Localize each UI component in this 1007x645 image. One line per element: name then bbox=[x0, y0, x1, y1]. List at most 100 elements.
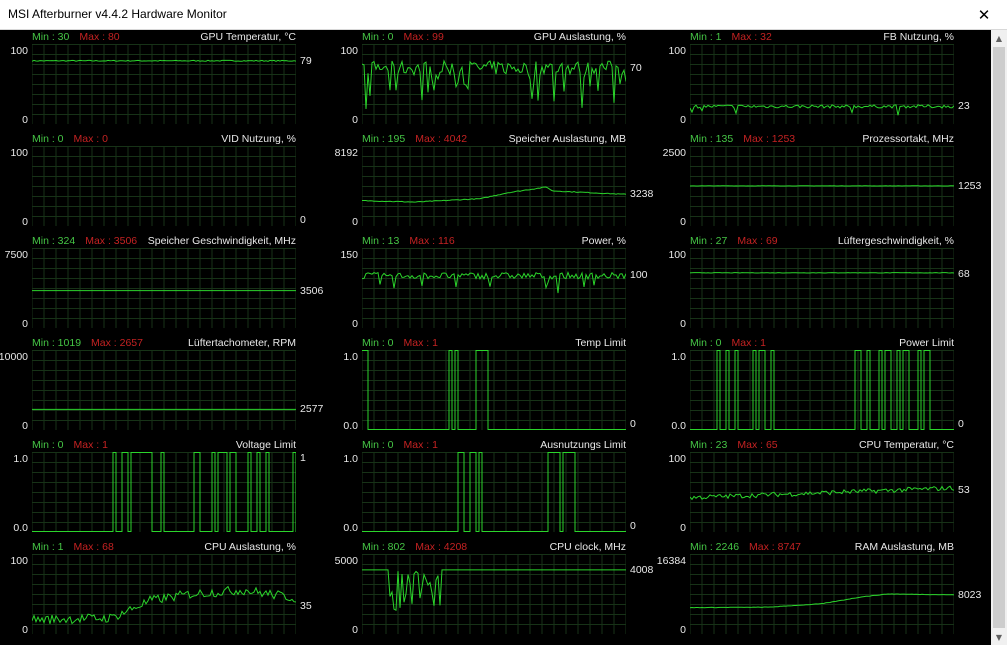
graph-plot bbox=[690, 44, 954, 124]
graph-line bbox=[32, 452, 296, 532]
current-value-label: 79 bbox=[300, 54, 312, 67]
monitor-panel[interactable]: Min : 1 Max : 68 CPU Auslastung, % 100 0 35 bbox=[0, 540, 330, 642]
min-value: Min : 0 bbox=[362, 439, 394, 451]
y-axis-min-label: 0 bbox=[22, 216, 28, 228]
monitor-panel[interactable]: Min : 0 Max : 99 GPU Auslastung, % 100 0 70 bbox=[330, 30, 660, 132]
monitor-panel[interactable]: Min : 1 Max : 32 FB Nutzung, % 100 0 23 bbox=[658, 30, 988, 132]
scroll-up-arrow-icon[interactable]: ▲ bbox=[995, 33, 1003, 43]
graph-line bbox=[362, 186, 626, 203]
vertical-scrollbar[interactable]: ▲ ▼ bbox=[991, 30, 1007, 645]
monitor-panel[interactable]: Min : 135 Max : 1253 Prozessortakt, MHz 250… bbox=[658, 132, 988, 234]
graph-plot bbox=[690, 146, 954, 226]
max-value: Max : 1 bbox=[403, 337, 438, 349]
graph-plot bbox=[690, 248, 954, 328]
graph-plot bbox=[362, 554, 626, 634]
y-axis-max-label: 2500 bbox=[662, 147, 686, 159]
monitor-panel[interactable]: Min : 13 Max : 116 Power, % 150 0 100 bbox=[330, 234, 660, 336]
max-value: Max : 1 bbox=[73, 439, 108, 451]
graph-plot bbox=[32, 248, 296, 328]
min-value: Min : 135 bbox=[690, 133, 734, 145]
title-bar: MSI Afterburner v4.4.2 Hardware Monitor … bbox=[0, 0, 1007, 30]
y-axis-min-label: 0 bbox=[680, 624, 686, 636]
panel-title: CPU clock, MHz bbox=[549, 541, 626, 553]
min-value: Min : 1 bbox=[32, 541, 64, 553]
current-value-label: 100 bbox=[630, 268, 648, 281]
max-value: Max : 80 bbox=[79, 31, 120, 43]
scroll-down-arrow-icon[interactable]: ▼ bbox=[995, 632, 1003, 642]
min-value: Min : 0 bbox=[32, 439, 64, 451]
y-axis-max-label: 10000 bbox=[0, 351, 28, 363]
max-value: Max : 0 bbox=[73, 133, 108, 145]
y-axis-min-label: 0 bbox=[680, 522, 686, 534]
monitor-panel[interactable]: Min : 23 Max : 65 CPU Temperatur, °C 100 0 53 bbox=[658, 438, 988, 540]
graph-plot bbox=[362, 452, 626, 532]
panel-title: VID Nutzung, % bbox=[221, 133, 296, 145]
min-value: Min : 23 bbox=[690, 439, 728, 451]
y-axis-max-label: 100 bbox=[10, 147, 28, 159]
graph-plot bbox=[362, 350, 626, 430]
current-value-label: 0 bbox=[300, 214, 306, 226]
panel-header: Min : 0 Max : 1 bbox=[362, 438, 438, 452]
current-value-label: 1253 bbox=[958, 179, 982, 192]
max-value: Max : 3506 bbox=[85, 235, 138, 247]
current-value-label: 3238 bbox=[630, 188, 654, 201]
max-value: Max : 4208 bbox=[415, 541, 468, 553]
y-axis-max-label: 16384 bbox=[656, 555, 686, 567]
y-axis-max-label: 100 bbox=[668, 45, 686, 57]
y-axis-max-label: 1.0 bbox=[343, 453, 358, 465]
panel-header: Min : 0 Max : 99 bbox=[362, 30, 444, 44]
monitor-panel[interactable]: Min : 0 Max : 1 Temp Limit 1.0 0.0 0 bbox=[330, 336, 660, 438]
y-axis-min-label: 0 bbox=[352, 114, 358, 126]
monitor-panel[interactable]: Min : 195 Max : 4042 Speicher Auslastung, … bbox=[330, 132, 660, 234]
monitor-panel[interactable]: Min : 27 Max : 69 Lüftergeschwindigkeit, %… bbox=[658, 234, 988, 336]
panel-header: Min : 195 Max : 4042 bbox=[362, 132, 467, 146]
panel-title: RAM Auslastung, MB bbox=[854, 541, 954, 553]
panel-header: Min : 30 Max : 80 bbox=[32, 30, 120, 44]
panel-header: Min : 0 Max : 1 bbox=[32, 438, 108, 452]
y-axis-max-label: 100 bbox=[668, 453, 686, 465]
graph-line bbox=[690, 485, 954, 501]
graph-plot bbox=[32, 350, 296, 430]
graph-line bbox=[362, 350, 626, 430]
y-axis-min-label: 0 bbox=[22, 420, 28, 432]
graph-plot bbox=[362, 248, 626, 328]
y-axis-min-label: 0 bbox=[22, 624, 28, 636]
max-value: Max : 69 bbox=[737, 235, 778, 247]
panel-title: Power, % bbox=[581, 235, 626, 247]
monitor-panel[interactable]: Min : 802 Max : 4208 CPU clock, MHz 5000 0 40… bbox=[330, 540, 660, 642]
panel-title: GPU Temperatur, °C bbox=[200, 31, 296, 43]
monitor-panel[interactable]: Min : 30 Max : 80 GPU Temperatur, °C 100 0 79 bbox=[0, 30, 330, 132]
monitor-panel[interactable]: Min : 2246 Max : 8747 RAM Auslastung, MB 16… bbox=[656, 540, 988, 642]
current-value-label: 1 bbox=[300, 452, 306, 464]
panel-title: Prozessortakt, MHz bbox=[862, 133, 954, 145]
graph-plot bbox=[32, 44, 296, 124]
y-axis-min-label: 0 bbox=[680, 114, 686, 126]
graph-plot bbox=[32, 146, 296, 226]
monitor-panel[interactable]: Min : 0 Max : 1 Power Limit 1.0 0.0 0 bbox=[658, 336, 988, 438]
max-value: Max : 32 bbox=[731, 31, 772, 43]
current-value-label: 3506 bbox=[300, 284, 324, 297]
monitor-panel[interactable]: Min : 1019 Max : 2657 Lüftertachometer, RP… bbox=[0, 336, 330, 438]
panel-header: Min : 1 Max : 32 bbox=[690, 30, 772, 44]
monitor-graphs-area: Min : 30 Max : 80 GPU Temperatur, °C 100 0 79… bbox=[0, 30, 991, 645]
panel-header: Min : 13 Max : 116 bbox=[362, 234, 455, 248]
scrollbar-thumb[interactable] bbox=[993, 47, 1005, 628]
current-value-label: 35 bbox=[300, 600, 312, 612]
y-axis-max-label: 7500 bbox=[4, 249, 28, 261]
min-value: Min : 0 bbox=[32, 133, 64, 145]
graph-line bbox=[32, 59, 296, 62]
max-value: Max : 4042 bbox=[415, 133, 468, 145]
panel-header: Min : 23 Max : 65 bbox=[690, 438, 778, 452]
current-value-label: 0 bbox=[630, 520, 636, 532]
current-value-label: 0 bbox=[958, 418, 964, 430]
close-button[interactable]: ✕ bbox=[977, 6, 991, 24]
panel-title: Speicher Geschwindigkeit, MHz bbox=[147, 235, 296, 247]
panel-header: Min : 1019 Max : 2657 bbox=[32, 336, 143, 350]
monitor-panel[interactable]: Min : 0 Max : 1 Voltage Limit 1.0 0.0 1 bbox=[0, 438, 330, 540]
monitor-panel[interactable]: Min : 0 Max : 0 VID Nutzung, % 100 0 0 bbox=[0, 132, 330, 234]
y-axis-min-label: 0 bbox=[352, 318, 358, 330]
y-axis-max-label: 5000 bbox=[334, 555, 358, 567]
monitor-panel[interactable]: Min : 324 Max : 3506 Speicher Geschwindigk… bbox=[0, 234, 330, 336]
monitor-panel[interactable]: Min : 0 Max : 1 Ausnutzungs Limit 1.0 0.0 0 bbox=[330, 438, 660, 540]
window-title: MSI Afterburner v4.4.2 Hardware Monitor bbox=[8, 7, 227, 21]
